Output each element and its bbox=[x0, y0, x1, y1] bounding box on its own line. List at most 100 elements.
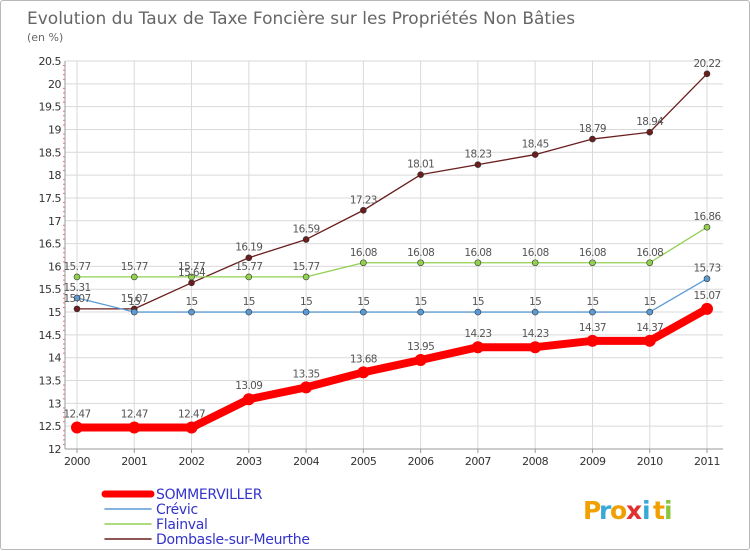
data-point bbox=[703, 275, 711, 283]
y-tick-label: 15.5 bbox=[39, 283, 62, 296]
y-tick-label: 19 bbox=[48, 123, 61, 136]
data-point bbox=[589, 308, 596, 316]
data-point bbox=[414, 353, 427, 366]
data-label: 16.59 bbox=[293, 223, 320, 235]
data-point bbox=[703, 70, 711, 78]
data-label: 15.07 bbox=[63, 293, 90, 305]
data-label: 16.08 bbox=[350, 247, 377, 259]
data-label: 13.68 bbox=[350, 353, 377, 365]
data-label: 16.08 bbox=[636, 247, 663, 259]
data-point bbox=[646, 259, 654, 267]
chart-title: Evolution du Taux de Taxe Foncière sur l… bbox=[27, 9, 575, 29]
plot-area bbox=[65, 61, 723, 449]
x-tick-label: 2003 bbox=[236, 455, 262, 468]
y-tick-label: 18 bbox=[48, 169, 61, 182]
y-tick-label: 14.5 bbox=[39, 329, 62, 342]
data-point bbox=[703, 223, 711, 231]
data-point bbox=[357, 366, 370, 379]
data-label: 12.47 bbox=[63, 409, 90, 421]
data-point bbox=[701, 302, 713, 315]
data-label: 13.35 bbox=[293, 368, 320, 380]
data-label: 16.08 bbox=[464, 247, 491, 259]
series-flainval bbox=[73, 223, 711, 281]
x-tick-label: 2006 bbox=[408, 455, 434, 468]
series-line-cr-vic bbox=[76, 278, 708, 313]
y-tick-label: 17.5 bbox=[39, 192, 62, 205]
legend-label: Dombasle-sur-Meurthe bbox=[156, 532, 310, 548]
data-point bbox=[531, 151, 539, 158]
data-label: 18.79 bbox=[579, 123, 606, 135]
data-point bbox=[130, 273, 138, 281]
data-point bbox=[474, 161, 482, 168]
data-point bbox=[130, 308, 138, 316]
y-tick-label: 18.5 bbox=[39, 146, 62, 159]
data-point bbox=[245, 308, 253, 316]
data-label: 15 bbox=[357, 296, 369, 308]
data-point bbox=[302, 308, 310, 316]
data-point bbox=[531, 259, 539, 267]
data-point bbox=[589, 259, 596, 267]
data-label: 13.09 bbox=[235, 380, 262, 392]
data-label: 18.45 bbox=[522, 139, 549, 151]
data-point bbox=[242, 393, 255, 406]
data-label: 15.77 bbox=[178, 261, 205, 273]
data-label: 15 bbox=[300, 296, 312, 308]
x-tick-label: 2009 bbox=[579, 455, 605, 468]
data-point bbox=[188, 279, 195, 287]
data-label: 15 bbox=[243, 296, 255, 308]
data-label: 15.77 bbox=[293, 261, 320, 273]
series-line-sommerviller bbox=[73, 304, 711, 432]
data-label: 15.77 bbox=[235, 261, 262, 273]
data-label: 15 bbox=[185, 296, 197, 308]
x-tick-label: 2010 bbox=[637, 455, 663, 468]
data-label: 14.37 bbox=[636, 322, 663, 334]
data-label: 15 bbox=[529, 296, 541, 308]
x-tick-label: 2000 bbox=[64, 455, 90, 468]
y-tick-label: 17 bbox=[48, 215, 61, 228]
data-label: 15.77 bbox=[121, 261, 148, 273]
data-point bbox=[188, 308, 195, 316]
y-axis-unit: (en %) bbox=[27, 31, 63, 44]
data-label: 12.47 bbox=[178, 409, 205, 421]
data-point bbox=[245, 254, 253, 262]
data-point bbox=[71, 421, 83, 434]
data-point bbox=[646, 308, 654, 316]
logo-letter: x bbox=[626, 496, 642, 525]
y-tick-label: 20 bbox=[48, 78, 61, 91]
data-label: 15.07 bbox=[693, 290, 720, 302]
series-line-dombasle-sur-meurthe bbox=[76, 73, 708, 310]
x-tick-label: 2001 bbox=[121, 455, 147, 468]
series-sommerviller bbox=[71, 302, 713, 434]
data-point bbox=[586, 334, 599, 347]
data-point bbox=[417, 171, 424, 178]
y-tick-label: 14 bbox=[48, 352, 61, 365]
data-point bbox=[185, 421, 198, 434]
data-point bbox=[417, 259, 424, 267]
series-cr-vic bbox=[73, 275, 711, 316]
x-tick-label: 2007 bbox=[465, 455, 491, 468]
data-point bbox=[474, 259, 482, 267]
logo-letter: o bbox=[610, 496, 627, 525]
data-label: 18.23 bbox=[464, 149, 491, 161]
data-label: 15 bbox=[644, 296, 656, 308]
logo-letter: r bbox=[599, 496, 612, 525]
data-label: 13.95 bbox=[407, 341, 434, 353]
x-tick-label: 2011 bbox=[694, 455, 720, 468]
legend-label: Flainval bbox=[156, 517, 208, 533]
series-layer bbox=[71, 70, 713, 434]
data-label: 15 bbox=[472, 296, 484, 308]
data-label: 18.94 bbox=[636, 116, 664, 128]
data-label: 15.07 bbox=[121, 293, 148, 305]
x-tick-label: 2004 bbox=[293, 455, 319, 468]
data-point bbox=[471, 341, 484, 354]
data-point bbox=[417, 308, 424, 316]
y-tick-label: 16.5 bbox=[39, 238, 62, 251]
data-point bbox=[589, 135, 596, 143]
data-point bbox=[531, 308, 539, 316]
data-point bbox=[302, 273, 310, 281]
data-point bbox=[73, 305, 81, 313]
data-point bbox=[73, 273, 81, 281]
